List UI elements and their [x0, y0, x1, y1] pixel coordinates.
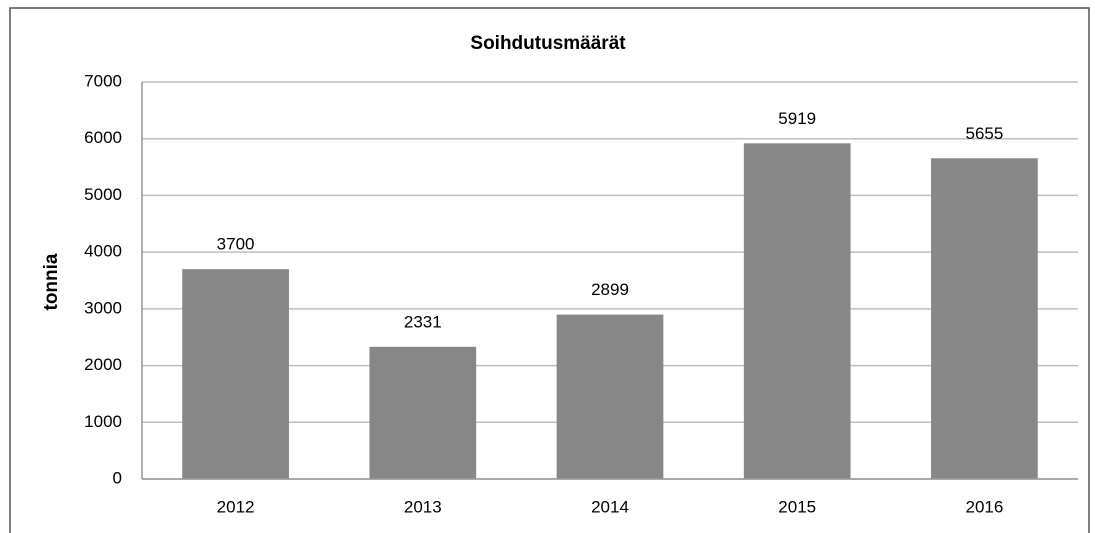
bar	[369, 346, 477, 479]
y-tick-label: 0	[113, 468, 122, 487]
bar	[931, 158, 1038, 480]
x-tick-label: 2012	[217, 497, 255, 516]
bar	[743, 143, 851, 479]
y-axis-title: tonnia	[41, 253, 62, 310]
y-tick-label: 1000	[84, 412, 122, 431]
x-tick-label: 2014	[591, 497, 629, 516]
y-tick-label: 7000	[84, 71, 122, 90]
y-tick-label: 2000	[84, 355, 122, 374]
bar	[556, 314, 664, 479]
x-tick-label: 2015	[778, 497, 816, 516]
x-tick-label: 2013	[404, 497, 442, 516]
data-label: 2899	[591, 280, 629, 299]
data-label: 3700	[217, 235, 255, 254]
chart-frame	[9, 7, 1090, 533]
bar	[182, 269, 289, 479]
data-label: 5655	[965, 124, 1003, 143]
x-tick-label: 2016	[965, 497, 1003, 516]
data-label: 5919	[778, 109, 816, 128]
data-label: 2331	[404, 312, 442, 331]
y-tick-label: 5000	[84, 185, 122, 204]
chart-title: Soihdutusmäärät	[470, 33, 626, 54]
y-tick-label: 3000	[84, 298, 122, 317]
y-tick-label: 4000	[84, 242, 122, 261]
y-tick-label: 6000	[84, 128, 122, 147]
